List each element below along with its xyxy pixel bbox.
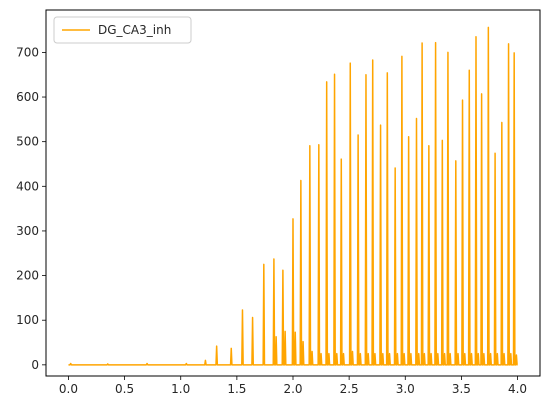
- x-tick-label: 4.0: [508, 382, 527, 396]
- y-tick-label: 200: [16, 269, 39, 283]
- legend: DG_CA3_inh: [53, 16, 192, 44]
- legend-box: [53, 16, 192, 44]
- plot-area: [68, 26, 518, 366]
- x-tick-label: 3.0: [396, 382, 415, 396]
- series-line-dg-ca3-inh: [68, 26, 518, 366]
- axes-frame: [45, 9, 541, 377]
- x-tick-label: 0.5: [115, 382, 134, 396]
- x-tick-label: 1.0: [171, 382, 190, 396]
- y-tick-label: 400: [16, 179, 39, 193]
- y-tick-label: 600: [16, 90, 39, 104]
- y-tick-label: 100: [16, 313, 39, 327]
- x-tick-label: 0.0: [59, 382, 78, 396]
- y-tick-label: 0: [31, 358, 39, 372]
- y-tick-label: 700: [16, 45, 39, 59]
- x-tick-label: 3.5: [452, 382, 471, 396]
- legend-label: DG_CA3_inh: [98, 23, 171, 37]
- y-tick-label: 300: [16, 224, 39, 238]
- y-tick-label: 500: [16, 135, 39, 149]
- x-axis: 0.0 0.5 1.0 1.5 2.0 2.5 3.0 3.5 4.0: [59, 376, 527, 396]
- x-tick-label: 2.0: [283, 382, 302, 396]
- x-tick-label: 1.5: [227, 382, 246, 396]
- x-tick-label: 2.5: [340, 382, 359, 396]
- y-axis: 0 100 200 300 400 500 600 700: [16, 45, 46, 372]
